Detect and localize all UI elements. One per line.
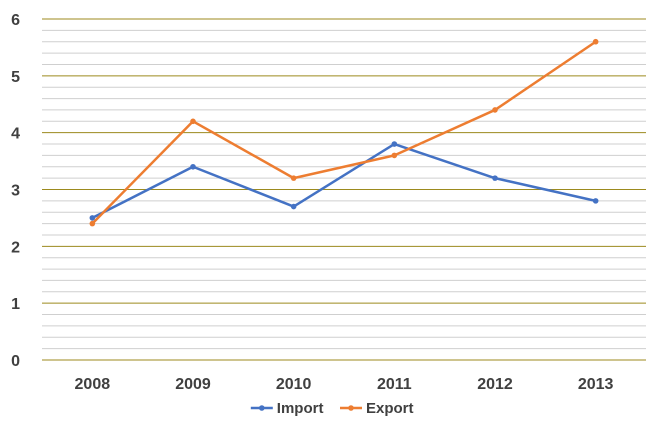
data-point-import <box>592 198 599 204</box>
data-point-export <box>391 152 398 159</box>
y-tick-label: 6 <box>11 12 20 29</box>
y-axis-ticks: 0 1 2 3 4 5 6 <box>11 12 20 370</box>
x-tick-label: 2011 <box>377 376 412 393</box>
data-point-export <box>290 175 297 181</box>
data-point-import <box>190 163 196 170</box>
y-tick-label: 4 <box>11 126 20 143</box>
legend-item-import: Import <box>250 400 324 417</box>
y-tick-label: 2 <box>11 239 20 256</box>
x-tick-label: 2008 <box>75 376 111 393</box>
legend-label: Export <box>366 400 414 417</box>
legend: Import Export <box>250 400 414 417</box>
series-line-import <box>91 142 597 220</box>
legend-label: Import <box>277 400 324 417</box>
x-axis-ticks: 2008 2009 2010 2011 2012 2013 <box>75 376 614 393</box>
legend-marker <box>348 405 354 411</box>
series-import <box>89 141 599 221</box>
legend-marker <box>259 405 265 411</box>
series-export <box>89 38 599 227</box>
x-tick-label: 2013 <box>578 376 614 393</box>
series-lines <box>89 38 599 227</box>
y-tick-label: 0 <box>11 353 20 370</box>
x-tick-label: 2012 <box>477 376 513 393</box>
legend-item-export: Export <box>340 400 414 417</box>
data-point-export <box>89 220 96 227</box>
data-point-import <box>89 215 96 221</box>
data-point-export <box>190 118 196 125</box>
data-point-export <box>492 107 498 113</box>
x-tick-label: 2010 <box>276 376 312 393</box>
data-point-import <box>290 203 297 210</box>
y-tick-label: 3 <box>11 183 20 200</box>
y-tick-label: 1 <box>11 296 20 313</box>
series-line-export <box>91 40 597 225</box>
data-point-import <box>492 175 498 181</box>
x-tick-label: 2009 <box>175 376 211 393</box>
y-tick-label: 5 <box>11 69 20 86</box>
data-point-import <box>391 141 398 147</box>
data-point-export <box>592 38 599 45</box>
